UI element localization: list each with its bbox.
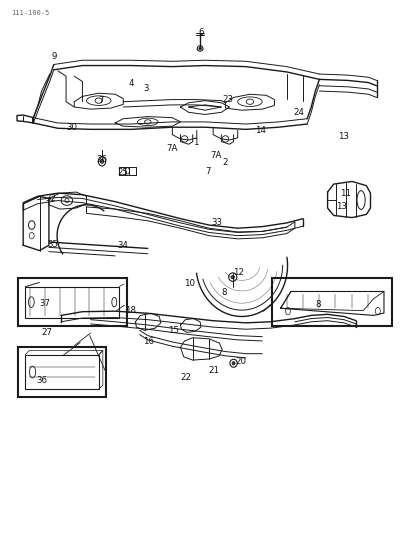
Ellipse shape [198,47,201,50]
Text: 10: 10 [184,279,195,288]
Bar [272,278,391,326]
Text: 34: 34 [117,241,128,250]
Text: 37: 37 [39,299,50,308]
Ellipse shape [231,362,234,365]
Text: 20: 20 [235,357,246,366]
Text: 111-100-5: 111-100-5 [11,10,49,17]
Text: 24: 24 [293,108,304,117]
Text: 32: 32 [45,194,56,203]
Bar [25,287,119,318]
Text: 11: 11 [339,189,351,198]
Text: 21: 21 [208,366,219,375]
Text: 35: 35 [47,240,58,249]
Text: 36: 36 [37,376,48,385]
Text: 8: 8 [315,300,321,309]
Text: 33: 33 [210,218,221,227]
Text: 9: 9 [51,52,56,61]
Text: 22: 22 [180,373,191,382]
Text: 15: 15 [167,326,178,335]
Text: 18: 18 [125,305,136,314]
Text: 16: 16 [143,337,154,346]
Bar [18,348,106,397]
Text: 1: 1 [193,138,198,147]
Text: 13: 13 [337,132,348,141]
Text: 7: 7 [205,167,211,176]
Text: 3: 3 [143,84,148,93]
Text: 27: 27 [41,328,52,337]
Text: 30: 30 [67,123,78,132]
Text: 14: 14 [254,126,265,135]
Text: 8: 8 [221,287,227,296]
Text: 13: 13 [335,203,346,212]
Bar [18,278,126,326]
Text: 25: 25 [117,168,128,177]
Text: 7: 7 [98,96,103,105]
Text: 12: 12 [232,269,243,277]
Bar [25,355,99,389]
Text: 26: 26 [96,155,107,164]
Ellipse shape [100,159,103,164]
Text: 4: 4 [128,78,134,87]
Text: 7A: 7A [210,151,222,160]
Text: 23: 23 [221,94,232,103]
Ellipse shape [231,276,234,279]
Text: 2: 2 [221,158,227,167]
Text: 6: 6 [198,28,203,37]
Text: 7A: 7A [165,144,177,153]
